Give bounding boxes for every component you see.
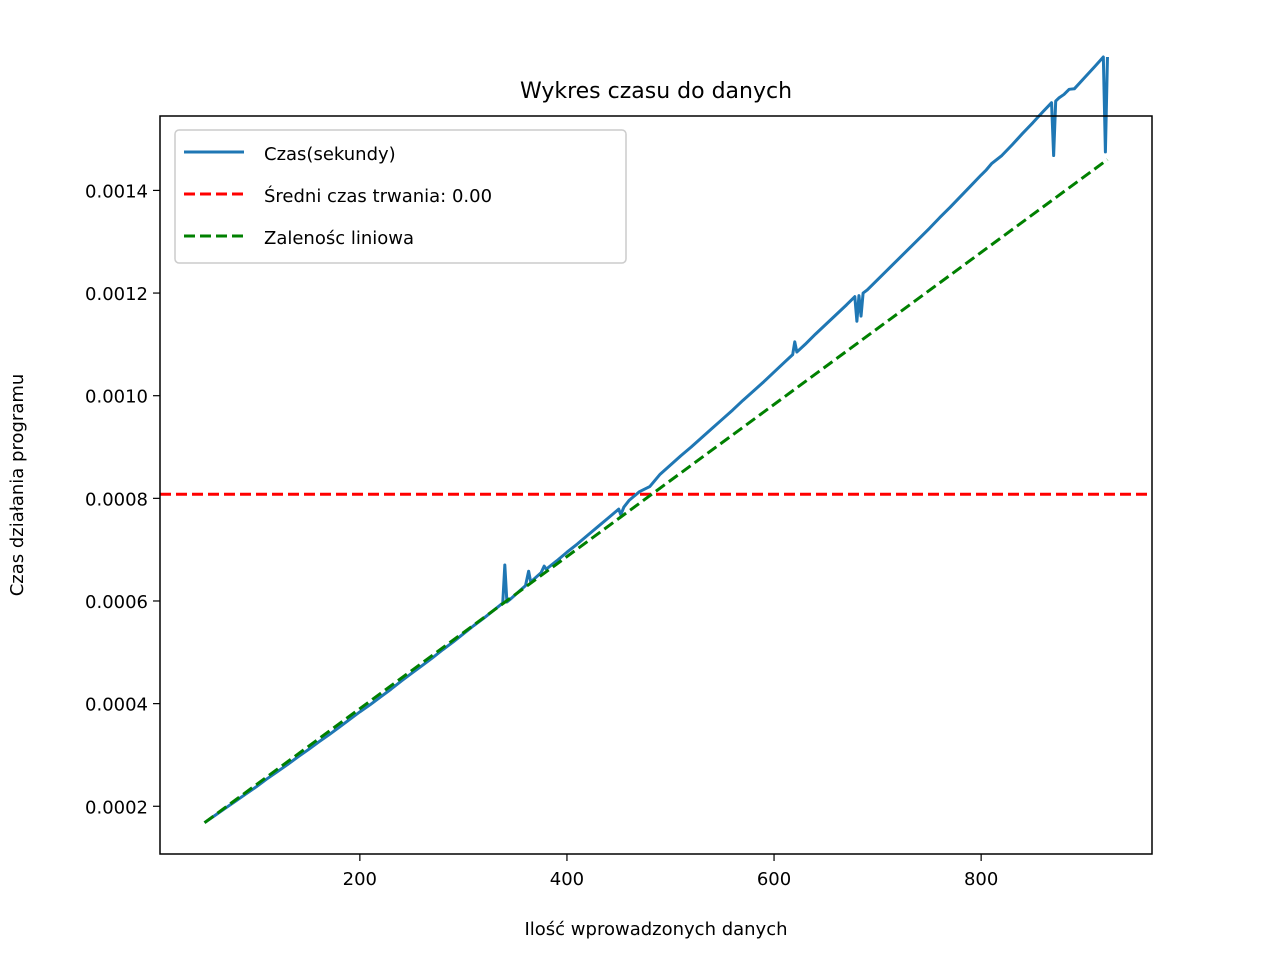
- x-tick-label: 400: [550, 869, 584, 890]
- legend-label-mean: Średni czas trwania: 0.00: [264, 185, 492, 207]
- plot-area: [159, 55, 1153, 855]
- y-axis: 0.0002 0.0004 0.0006 0.0008 0.0010 0.0012 0.00…: [85, 181, 160, 818]
- y-tick-label: 0.0002: [85, 797, 148, 818]
- legend: Czas(sekundy) Średni czas trwania: 0.00 …: [174, 129, 627, 264]
- x-tick-label: 600: [757, 869, 791, 890]
- chart-title: Wykres czasu do danych: [520, 79, 792, 104]
- y-tick-label: 0.0010: [85, 387, 148, 408]
- y-tick-label: 0.0004: [85, 695, 148, 716]
- x-axis-label: Ilość wprowadzonych danych: [524, 919, 787, 940]
- y-axis-label: Czas działania programu: [7, 374, 28, 597]
- x-tick-label: 800: [964, 869, 998, 890]
- y-tick-label: 0.0012: [85, 284, 148, 305]
- series-layer: [160, 55, 1152, 824]
- x-axis: 200 400 600 800: [343, 854, 998, 890]
- y-tick-label: 0.0014: [85, 181, 148, 202]
- legend-label-time: Czas(sekundy): [264, 144, 396, 165]
- linear-fit-line: [203, 158, 1109, 824]
- x-tick-label: 200: [343, 869, 377, 890]
- legend-box: [174, 129, 627, 264]
- time-series-line: [203, 55, 1109, 824]
- y-tick-label: 0.0006: [85, 592, 148, 613]
- plot-frame: [159, 115, 1153, 855]
- y-tick-label: 0.0008: [85, 489, 148, 510]
- legend-label-linear: Zalenośc liniowa: [264, 228, 414, 249]
